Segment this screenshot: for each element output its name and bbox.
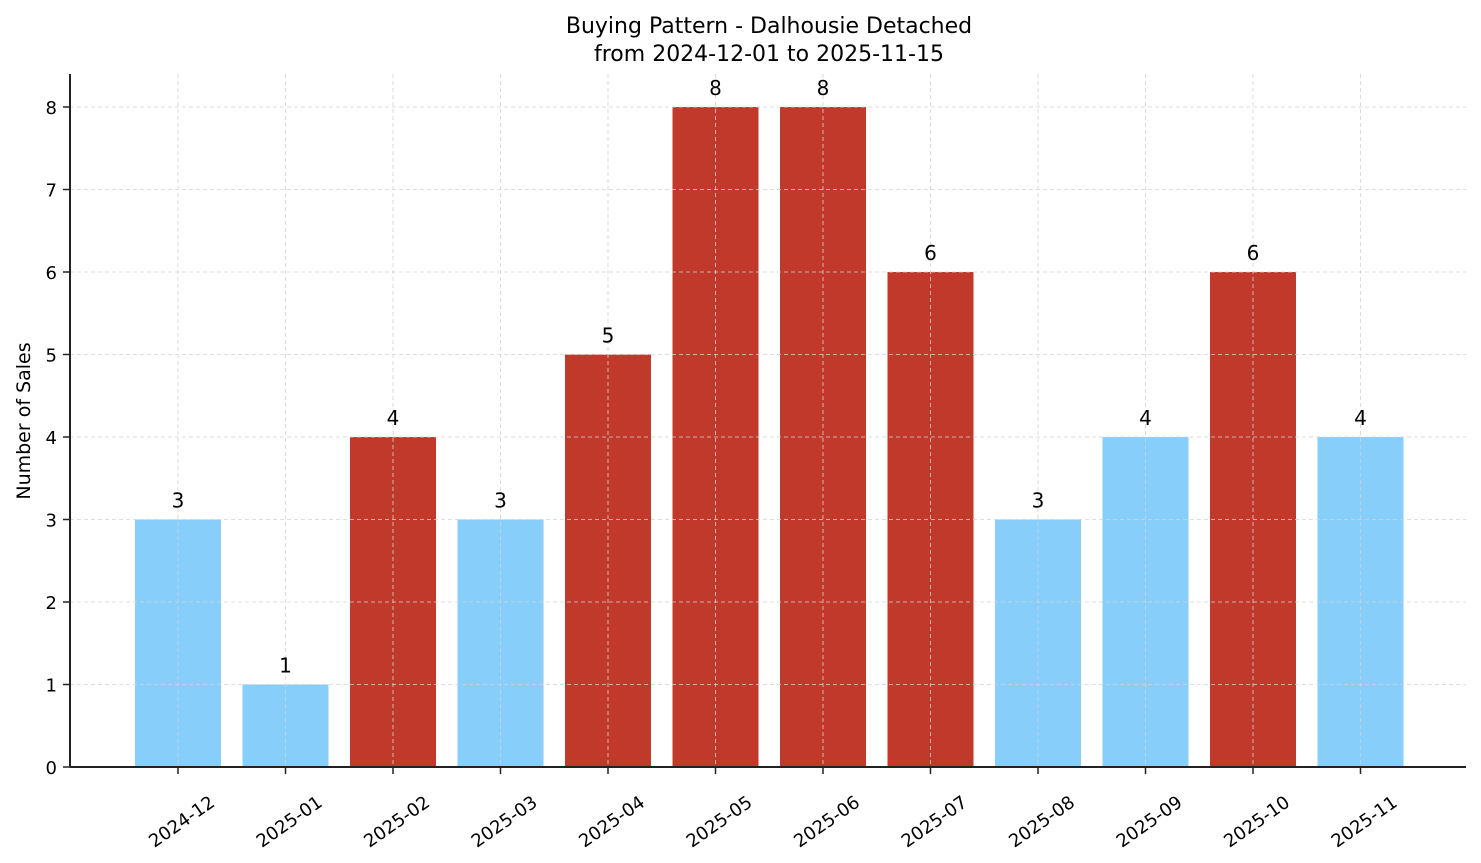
x-tick-label: 2025-03 bbox=[468, 792, 542, 852]
x-tick-label: 2024-12 bbox=[145, 792, 219, 852]
x-tick-label: 2025-02 bbox=[360, 792, 434, 852]
y-tick-label: 0 bbox=[46, 758, 57, 779]
y-tick-label: 3 bbox=[46, 511, 57, 532]
value-label: 8 bbox=[709, 76, 722, 100]
x-tick-label: 2025-05 bbox=[683, 792, 757, 852]
value-label: 1 bbox=[279, 654, 292, 678]
y-tick-label: 7 bbox=[46, 181, 57, 202]
x-axis: 2024-12 2025-01 2025-02 2025-03 2025-04 2025-… bbox=[70, 766, 1466, 852]
x-tick-label: 2025-01 bbox=[253, 792, 327, 852]
y-tick-label: 1 bbox=[46, 676, 57, 697]
y-tick-label: 4 bbox=[46, 428, 57, 449]
value-label: 4 bbox=[387, 406, 400, 430]
value-label: 3 bbox=[494, 489, 507, 513]
value-label: 6 bbox=[1247, 241, 1260, 265]
x-tick-label: 2025-06 bbox=[790, 792, 864, 852]
y-tick-label: 5 bbox=[46, 346, 57, 367]
x-tick-label: 2025-11 bbox=[1328, 792, 1402, 852]
y-axis-label: Number of Sales bbox=[13, 342, 35, 499]
y-tick-label: 2 bbox=[46, 593, 57, 614]
value-label: 4 bbox=[1354, 406, 1367, 430]
value-label: 4 bbox=[1139, 406, 1152, 430]
gridlines bbox=[70, 74, 1466, 767]
value-label: 3 bbox=[172, 489, 185, 513]
chart-title: Buying Pattern - Dalhousie Detached bbox=[566, 14, 972, 39]
value-label: 3 bbox=[1032, 489, 1045, 513]
chart-subtitle: from 2024-12-01 to 2025-11-15 bbox=[594, 42, 944, 67]
value-labels: 3 1 4 3 5 8 8 6 3 4 6 4 bbox=[172, 76, 1367, 678]
x-tick-label: 2025-04 bbox=[575, 792, 649, 852]
x-tick-label: 2025-10 bbox=[1220, 792, 1294, 852]
x-tick-label: 2025-07 bbox=[898, 792, 972, 852]
y-tick-label: 6 bbox=[46, 263, 57, 284]
x-tick-label: 2025-09 bbox=[1113, 792, 1187, 852]
value-label: 5 bbox=[602, 324, 615, 348]
value-label: 6 bbox=[924, 241, 937, 265]
x-tick-label: 2025-08 bbox=[1005, 792, 1079, 852]
y-tick-label: 8 bbox=[46, 98, 57, 119]
value-label: 8 bbox=[817, 76, 830, 100]
y-axis: 0 1 2 3 4 5 6 7 8 bbox=[46, 74, 71, 779]
